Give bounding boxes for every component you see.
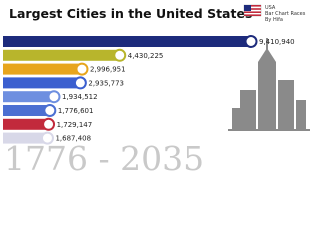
building (278, 80, 294, 130)
flag-icon (42, 117, 56, 131)
flag-stripe (244, 8, 261, 10)
flag-stripe (244, 11, 261, 13)
flag-icon (43, 104, 57, 117)
antenna (266, 38, 268, 50)
bar (3, 36, 251, 47)
tower (258, 62, 276, 130)
flag-icon (40, 131, 54, 145)
logo-text: Bar Chart Races (265, 11, 306, 17)
chart-title: Largest Cities in the United States (9, 6, 252, 21)
bar (3, 91, 54, 103)
building (232, 108, 240, 130)
value-label: 2,996,951 (90, 66, 126, 74)
building (240, 90, 256, 130)
flag-stripe (244, 14, 261, 16)
chart: Largest Cities in the United States USA … (3, 4, 310, 178)
flag-canton (244, 5, 251, 11)
bar (3, 118, 49, 130)
flag-icon (73, 76, 87, 90)
flag-icon (47, 90, 61, 104)
bar (3, 105, 50, 116)
value-label: 1,687,408 (55, 135, 91, 143)
flag-stripe (244, 5, 261, 7)
value-label: 9,410,940 (259, 38, 295, 46)
value-label: 2,935,773 (88, 79, 124, 87)
logo: USA Bar Chart Races By Hifa (243, 4, 306, 23)
tower-top (258, 48, 276, 62)
bar (3, 49, 120, 61)
period-label: 1776 - 2035 (4, 139, 204, 178)
bar (3, 77, 81, 89)
flag-icon (75, 62, 89, 76)
ground (228, 129, 310, 131)
bar (3, 132, 48, 144)
value-label: 1,934,512 (62, 93, 98, 101)
logo-text: By Hifa (265, 17, 283, 23)
building (296, 100, 306, 130)
value-label: 4,430,225 (128, 52, 164, 60)
skyline-icon (228, 38, 310, 131)
flag-icon (244, 35, 258, 48)
value-label: 1,776,601 (58, 107, 94, 115)
value-label: 1,729,147 (57, 121, 93, 129)
logo-text: USA (265, 5, 276, 11)
bar (3, 63, 82, 75)
flag-icon (113, 48, 127, 62)
